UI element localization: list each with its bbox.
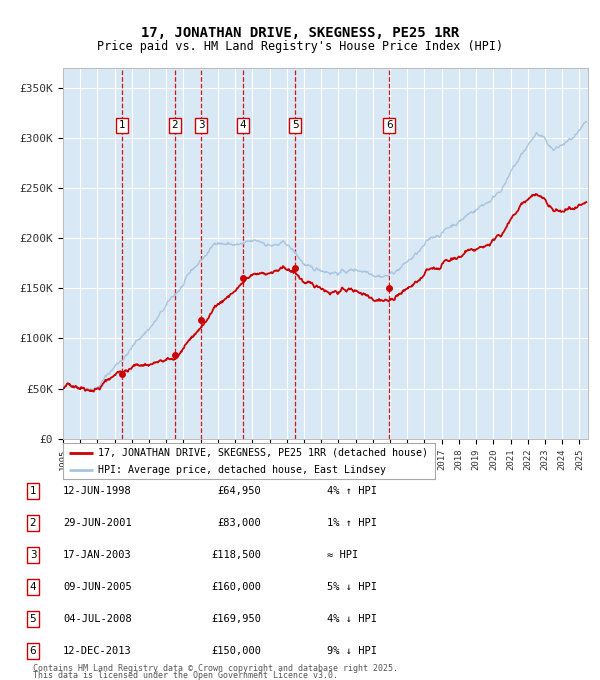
Text: 17-JAN-2003: 17-JAN-2003 xyxy=(63,550,132,560)
Text: 09-JUN-2005: 09-JUN-2005 xyxy=(63,582,132,592)
Text: 4: 4 xyxy=(239,120,246,131)
Text: 1: 1 xyxy=(119,120,125,131)
Text: 3: 3 xyxy=(198,120,205,131)
Text: 5: 5 xyxy=(29,614,37,624)
Text: £64,950: £64,950 xyxy=(217,486,261,496)
Text: 2: 2 xyxy=(172,120,178,131)
Text: 12-DEC-2013: 12-DEC-2013 xyxy=(63,646,132,656)
Text: 2: 2 xyxy=(29,518,37,528)
Text: 17, JONATHAN DRIVE, SKEGNESS, PE25 1RR (detached house): 17, JONATHAN DRIVE, SKEGNESS, PE25 1RR (… xyxy=(98,447,428,458)
Text: Price paid vs. HM Land Registry's House Price Index (HPI): Price paid vs. HM Land Registry's House … xyxy=(97,40,503,53)
Text: HPI: Average price, detached house, East Lindsey: HPI: Average price, detached house, East… xyxy=(98,465,386,475)
Text: £118,500: £118,500 xyxy=(211,550,261,560)
Text: ≈ HPI: ≈ HPI xyxy=(327,550,358,560)
Text: 6: 6 xyxy=(386,120,392,131)
Text: 3: 3 xyxy=(29,550,37,560)
Text: 4% ↓ HPI: 4% ↓ HPI xyxy=(327,614,377,624)
Text: 6: 6 xyxy=(29,646,37,656)
Text: 29-JUN-2001: 29-JUN-2001 xyxy=(63,518,132,528)
Text: This data is licensed under the Open Government Licence v3.0.: This data is licensed under the Open Gov… xyxy=(33,671,338,680)
Text: 4: 4 xyxy=(29,582,37,592)
Text: 1% ↑ HPI: 1% ↑ HPI xyxy=(327,518,377,528)
Text: 4% ↑ HPI: 4% ↑ HPI xyxy=(327,486,377,496)
Text: £160,000: £160,000 xyxy=(211,582,261,592)
Text: 04-JUL-2008: 04-JUL-2008 xyxy=(63,614,132,624)
Text: £150,000: £150,000 xyxy=(211,646,261,656)
Text: 5: 5 xyxy=(292,120,299,131)
Text: 12-JUN-1998: 12-JUN-1998 xyxy=(63,486,132,496)
Text: 9% ↓ HPI: 9% ↓ HPI xyxy=(327,646,377,656)
Text: 17, JONATHAN DRIVE, SKEGNESS, PE25 1RR: 17, JONATHAN DRIVE, SKEGNESS, PE25 1RR xyxy=(141,26,459,40)
Text: £169,950: £169,950 xyxy=(211,614,261,624)
Text: £83,000: £83,000 xyxy=(217,518,261,528)
Text: 5% ↓ HPI: 5% ↓ HPI xyxy=(327,582,377,592)
Text: Contains HM Land Registry data © Crown copyright and database right 2025.: Contains HM Land Registry data © Crown c… xyxy=(33,664,398,673)
Text: 1: 1 xyxy=(29,486,37,496)
